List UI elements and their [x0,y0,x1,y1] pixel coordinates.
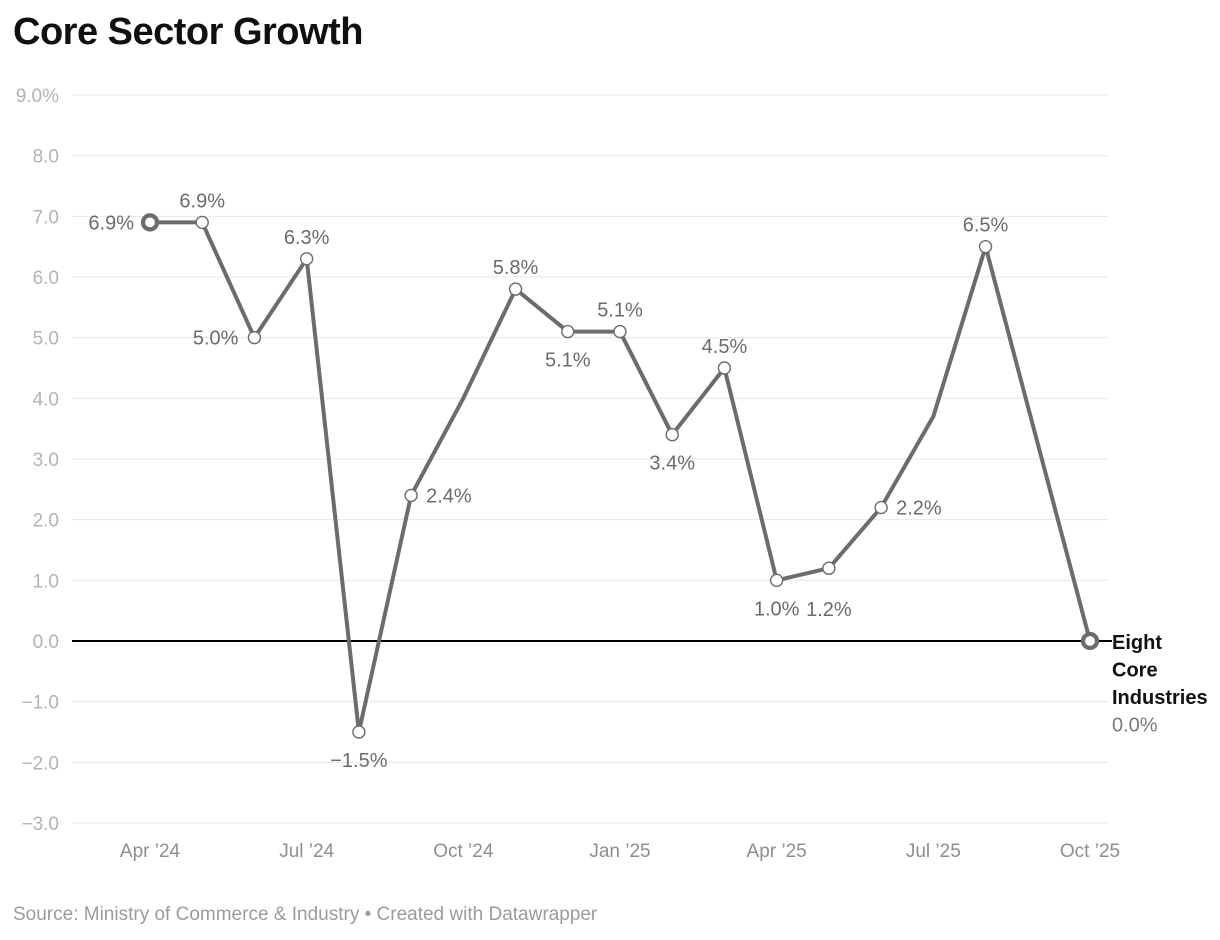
y-axis-tick-label: 9.0% [16,86,59,107]
data-point-marker [299,252,314,266]
data-point-marker [717,361,732,375]
x-axis-tick-label: Jan ’25 [589,841,650,862]
data-point-label: 1.0% [754,598,800,620]
data-point-marker [508,282,523,296]
y-axis-tick-label: −2.0 [21,753,59,774]
y-axis-tick-label: −1.0 [21,693,59,714]
data-point-marker [665,428,679,442]
data-point-marker [404,488,418,503]
data-point-label: 2.4% [426,485,472,507]
data-point-marker [352,725,366,739]
data-point-marker [195,215,209,230]
data-point-marker [247,330,262,345]
data-point-label: −1.5% [330,750,387,772]
source-attribution: Source: Ministry of Commerce & Industry … [13,904,598,925]
y-axis-tick-label: 3.0 [33,450,59,471]
data-point-label: 4.5% [702,336,748,358]
chart-title: Core Sector Growth [13,11,363,53]
data-point-marker [561,324,575,339]
growth-line [148,220,1092,734]
data-point-marker [978,239,993,254]
y-axis-tick-label: 8.0 [33,147,59,168]
y-axis-tick-label: 5.0 [33,329,59,350]
data-point-label: 5.1% [597,300,643,322]
data-point-label: 5.0% [193,328,239,350]
y-axis-tick-label: −3.0 [21,814,59,835]
data-point-label: 2.2% [896,498,942,520]
x-axis-tick-label: Apr ’25 [747,841,807,862]
data-point-marker [769,573,784,588]
data-point-label: 6.9% [88,212,134,234]
data-point-marker-bold [140,213,160,232]
data-point-marker [613,324,627,339]
data-point-label: 3.4% [649,453,695,475]
data-point-label: 6.3% [284,227,330,249]
data-point-marker-bold [1080,631,1100,651]
y-axis-tick-label: 0.0 [33,632,59,653]
y-axis-tick-label: 4.0 [33,389,59,410]
x-axis-tick-label: Oct ’24 [433,841,494,862]
series-annotation-name: Core [1112,660,1158,682]
series-annotation-value: 0.0% [1112,715,1158,737]
series-annotation-name: Industries [1112,687,1208,709]
x-axis-tick-label: Apr ’24 [120,841,181,862]
data-point-label: 6.5% [963,215,1009,237]
data-point-label: 6.9% [179,190,225,212]
x-axis-tick-label: Oct ’25 [1060,841,1120,862]
data-point-marker [874,500,888,515]
data-point-label: 5.8% [493,257,539,279]
x-axis-tick-label: Jul ’24 [279,841,334,862]
data-point-marker [822,561,836,575]
data-point-label: 5.1% [545,350,591,372]
x-axis-tick-label: Jul ’25 [906,841,961,862]
y-axis-tick-label: 2.0 [33,511,59,532]
y-axis-tick-label: 7.0 [33,207,59,228]
series-annotation-name: Eight [1112,632,1162,654]
y-axis-tick-label: 1.0 [33,571,59,592]
y-axis-tick-label: 6.0 [33,268,59,289]
data-point-label: 1.2% [806,599,852,621]
